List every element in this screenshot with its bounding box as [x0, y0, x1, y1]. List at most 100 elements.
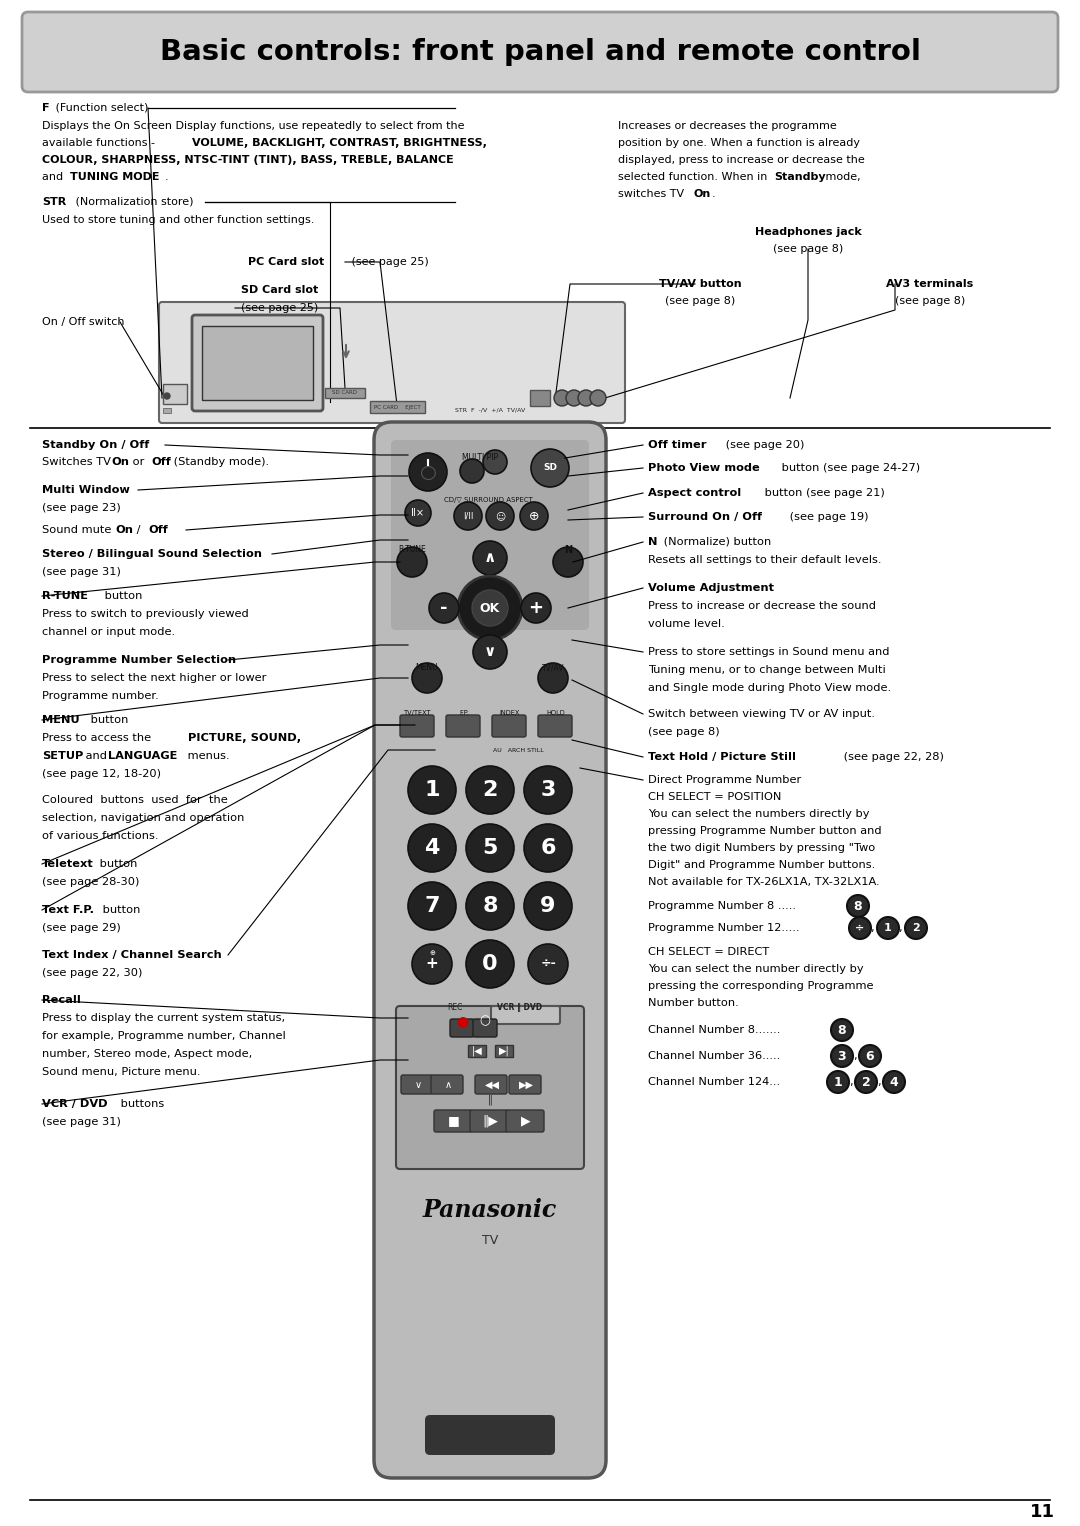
Text: 1: 1 [834, 1076, 842, 1088]
Text: and Single mode during Photo View mode.: and Single mode during Photo View mode. [648, 684, 891, 693]
Text: Off: Off [148, 525, 167, 536]
Text: ■: ■ [448, 1114, 460, 1128]
Circle shape [483, 450, 507, 475]
Bar [370, 401, 426, 414]
Circle shape [847, 896, 869, 917]
Text: INDEX: INDEX [500, 710, 521, 716]
Text: ∨: ∨ [484, 644, 496, 659]
Text: N: N [648, 537, 658, 546]
Text: switches TV: switches TV [618, 189, 688, 198]
Circle shape [408, 766, 456, 813]
Text: .: . [712, 189, 716, 198]
Text: ∨: ∨ [415, 1080, 421, 1090]
Circle shape [519, 502, 548, 530]
Text: 11: 11 [1029, 1503, 1054, 1521]
Text: On: On [114, 525, 133, 536]
Bar [530, 391, 550, 406]
Text: 5: 5 [483, 838, 498, 858]
Text: or: or [129, 456, 148, 467]
Text: CH SELECT = DIRECT: CH SELECT = DIRECT [648, 948, 769, 957]
Text: 2: 2 [862, 1076, 870, 1088]
FancyBboxPatch shape [192, 314, 323, 410]
Text: ,: , [853, 1051, 856, 1061]
FancyBboxPatch shape [401, 1074, 433, 1094]
Circle shape [590, 391, 606, 406]
Text: Press to increase or decrease the sound: Press to increase or decrease the sound [648, 601, 876, 610]
Text: Displays the On Screen Display functions, use repeatedly to select from the: Displays the On Screen Display functions… [42, 121, 464, 131]
Text: MENU: MENU [42, 716, 80, 725]
Bar [495, 1045, 513, 1058]
Text: Switch between viewing TV or AV input.: Switch between viewing TV or AV input. [648, 710, 875, 719]
Circle shape [859, 1045, 881, 1067]
Bar [202, 327, 313, 400]
Text: PICTURE, SOUND,: PICTURE, SOUND, [188, 732, 301, 743]
Text: (see page 22, 30): (see page 22, 30) [42, 967, 143, 978]
Text: (see page 28-30): (see page 28-30) [42, 877, 139, 887]
Text: Text Hold / Picture Still: Text Hold / Picture Still [648, 752, 796, 761]
Text: button (see page 24-27): button (see page 24-27) [778, 462, 920, 473]
Circle shape [531, 449, 569, 487]
FancyBboxPatch shape [22, 12, 1058, 92]
Text: Press to select the next higher or lower: Press to select the next higher or lower [42, 673, 267, 684]
Text: ○: ○ [419, 462, 436, 482]
Circle shape [454, 502, 482, 530]
FancyBboxPatch shape [473, 1019, 497, 1038]
Bar [468, 1045, 486, 1058]
FancyBboxPatch shape [538, 716, 572, 737]
Circle shape [411, 662, 442, 693]
Circle shape [465, 882, 514, 929]
Circle shape [408, 824, 456, 871]
Circle shape [831, 1019, 853, 1041]
Text: You can select the numbers directly by: You can select the numbers directly by [648, 809, 869, 819]
Circle shape [473, 635, 507, 668]
Text: Photo View mode: Photo View mode [648, 462, 759, 473]
Text: 9: 9 [540, 896, 556, 916]
Text: (see page 23): (see page 23) [42, 504, 121, 513]
Text: +: + [426, 957, 438, 972]
Circle shape [409, 453, 447, 491]
Text: (see page 31): (see page 31) [42, 1117, 121, 1128]
Circle shape [397, 546, 427, 577]
Text: Programme Number Selection: Programme Number Selection [42, 655, 237, 665]
Text: 2: 2 [913, 923, 920, 932]
Text: Text Index / Channel Search: Text Index / Channel Search [42, 951, 221, 960]
Text: (see page 8): (see page 8) [773, 244, 843, 253]
Text: SD Card slot: SD Card slot [241, 285, 319, 295]
Text: selected function. When in: selected function. When in [618, 172, 771, 182]
Text: 1: 1 [424, 780, 440, 800]
Text: 4: 4 [424, 838, 440, 858]
Text: of various functions.: of various functions. [42, 832, 159, 841]
Circle shape [465, 824, 514, 871]
Circle shape [831, 1045, 853, 1067]
Text: (see page 22, 28): (see page 22, 28) [840, 752, 944, 761]
Circle shape [849, 917, 870, 938]
Text: Off: Off [151, 456, 171, 467]
Circle shape [408, 882, 456, 929]
Text: button: button [87, 716, 129, 725]
Text: R-TUNE: R-TUNE [399, 545, 426, 554]
Text: AV3 terminals: AV3 terminals [887, 279, 974, 288]
Text: (see page 25): (see page 25) [241, 304, 319, 313]
FancyBboxPatch shape [396, 1006, 584, 1169]
Text: Channel Number 124...: Channel Number 124... [648, 1077, 784, 1087]
Text: (Normalization store): (Normalization store) [72, 197, 193, 208]
FancyBboxPatch shape [434, 1109, 472, 1132]
Text: 8: 8 [853, 899, 862, 913]
Text: Sound mute: Sound mute [42, 525, 114, 536]
Text: (see page 19): (see page 19) [786, 513, 868, 522]
Text: .: . [165, 172, 168, 182]
Text: ☺: ☺ [495, 511, 505, 520]
Text: ⊕: ⊕ [429, 951, 435, 955]
Text: (see page 8): (see page 8) [895, 296, 966, 307]
Text: and: and [42, 172, 67, 182]
Text: AU   ARCH STILL: AU ARCH STILL [492, 748, 543, 754]
Circle shape [855, 1071, 877, 1093]
Text: and: and [82, 751, 110, 761]
Text: ⊕: ⊕ [529, 510, 539, 522]
Text: LANGUAGE: LANGUAGE [108, 751, 177, 761]
Text: TUNING MODE: TUNING MODE [70, 172, 160, 182]
Text: Press to display the current system status,: Press to display the current system stat… [42, 1013, 285, 1022]
Text: Sound menu, Picture menu.: Sound menu, Picture menu. [42, 1067, 201, 1077]
Circle shape [465, 940, 514, 987]
FancyBboxPatch shape [491, 1006, 561, 1024]
